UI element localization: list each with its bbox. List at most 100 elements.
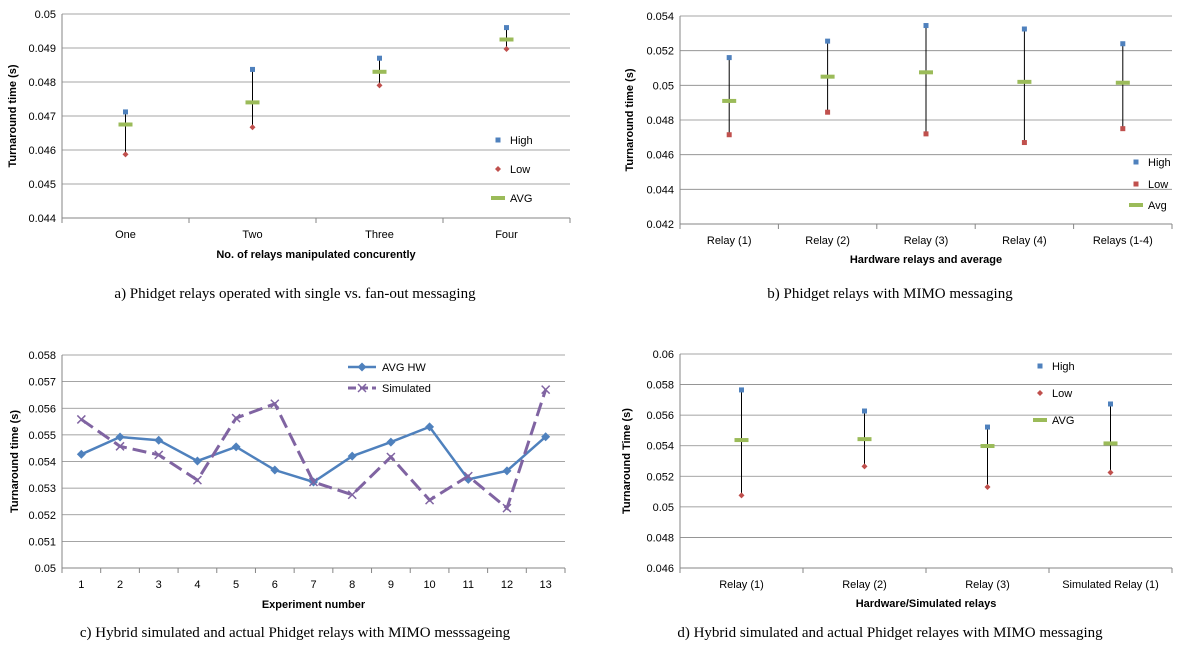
x-tick-label: Relay (3) bbox=[965, 579, 1010, 591]
chart-d-svg: 0.046 0.048 0.05 0.052 0.054 0.056 0.058 0.06 Re… bbox=[621, 349, 1173, 610]
low-point bbox=[825, 109, 831, 115]
high-point bbox=[123, 109, 128, 115]
y-tick-label: 0.044 bbox=[28, 213, 56, 225]
avg-hw-point bbox=[386, 437, 396, 447]
legend-label: Low bbox=[1052, 388, 1072, 400]
x-tick-label: 11 bbox=[463, 579, 474, 591]
legend-marker bbox=[1129, 203, 1143, 207]
avg-hw-point bbox=[270, 465, 280, 475]
x-tick-label: 8 bbox=[349, 579, 355, 591]
x-tick-label: Relay (1) bbox=[719, 579, 764, 591]
y-tick-label: 0.052 bbox=[646, 46, 674, 58]
low-point bbox=[1021, 140, 1027, 146]
avg-marker bbox=[980, 444, 995, 449]
y-tick-label: 0.054 bbox=[646, 11, 674, 23]
x-tick-label: 3 bbox=[156, 579, 162, 591]
legend-marker bbox=[1133, 159, 1139, 165]
legend-label: Avg bbox=[1148, 200, 1167, 212]
y-tick-label: 0.05 bbox=[35, 9, 56, 21]
y-tick-label: 0.046 bbox=[28, 145, 56, 157]
y-tick-label: 0.052 bbox=[28, 510, 56, 522]
x-tick-label: 2 bbox=[117, 579, 123, 591]
x-tick-label: Relay (4) bbox=[1002, 235, 1047, 247]
y-tick-label: 0.045 bbox=[28, 179, 56, 191]
legend-label: AVG bbox=[1052, 415, 1074, 427]
x-tick-label: Relay (1) bbox=[707, 235, 752, 247]
low-point bbox=[726, 132, 732, 138]
avg-marker bbox=[1017, 79, 1032, 84]
legend-marker bbox=[357, 362, 367, 372]
legend-label: High bbox=[1052, 361, 1075, 373]
y-tick-label: 0.06 bbox=[653, 349, 674, 361]
chart-a: 0.044 0.045 0.046 0.047 0.048 0.049 0.05 One Two… bbox=[0, 0, 590, 275]
y-tick-label: 0.048 bbox=[646, 115, 674, 127]
high-point bbox=[985, 424, 990, 430]
high-point bbox=[250, 66, 255, 72]
x-tick-label: Relay (3) bbox=[904, 235, 949, 247]
x-tick-label: Three bbox=[365, 229, 394, 241]
avg-marker bbox=[1115, 80, 1130, 85]
avg-marker bbox=[1103, 441, 1118, 446]
high-point bbox=[1108, 401, 1113, 407]
legend-label: High bbox=[510, 135, 533, 147]
x-tick-label: 13 bbox=[540, 579, 552, 591]
legend-marker bbox=[1133, 181, 1139, 187]
low-point bbox=[249, 124, 256, 131]
avg-hw-point bbox=[347, 451, 357, 461]
avg-hw-point bbox=[425, 422, 435, 432]
simulated-point bbox=[308, 477, 319, 487]
avg-marker bbox=[857, 437, 872, 442]
x-tick-label: 7 bbox=[310, 579, 316, 591]
x-tick-label: Four bbox=[495, 229, 518, 241]
legend-marker bbox=[1037, 363, 1043, 369]
legend-label: AVG HW bbox=[382, 362, 426, 374]
legend-label: Low bbox=[510, 164, 530, 176]
y-tick-label: 0.047 bbox=[28, 111, 56, 123]
y-axis-title: Turnaround time (s) bbox=[9, 410, 21, 513]
y-tick-label: 0.058 bbox=[28, 350, 56, 362]
avg-marker bbox=[118, 122, 133, 127]
y-tick-label: 0.053 bbox=[28, 483, 56, 495]
avg-marker bbox=[499, 37, 514, 42]
low-point bbox=[503, 46, 510, 53]
legend-label: Low bbox=[1148, 179, 1168, 191]
avg-marker bbox=[722, 98, 737, 103]
y-tick-label: 0.046 bbox=[646, 563, 674, 575]
y-tick-label: 0.046 bbox=[646, 150, 674, 162]
y-tick-label: 0.051 bbox=[28, 536, 56, 548]
chart-a-svg: 0.044 0.045 0.046 0.047 0.048 0.049 0.05 One Two… bbox=[7, 9, 571, 261]
low-point bbox=[1107, 469, 1114, 476]
y-tick-label: 0.052 bbox=[646, 471, 674, 483]
x-tick-label: Relay (2) bbox=[842, 579, 887, 591]
y-tick-label: 0.058 bbox=[646, 380, 674, 392]
x-tick-label: 12 bbox=[501, 579, 513, 591]
low-point bbox=[738, 492, 745, 499]
caption-b: b) Phidget relays with MIMO messaging bbox=[767, 286, 1013, 302]
x-tick-label: 4 bbox=[194, 579, 200, 591]
y-tick-label: 0.048 bbox=[28, 77, 56, 89]
avg-hw-point bbox=[541, 432, 551, 442]
simulated-point bbox=[192, 475, 202, 485]
low-point bbox=[122, 151, 129, 158]
avg-marker bbox=[734, 438, 749, 443]
y-tick-label: 0.056 bbox=[646, 410, 674, 422]
legend-label: Simulated bbox=[382, 383, 431, 395]
y-tick-label: 0.049 bbox=[28, 43, 56, 55]
simulated-point bbox=[76, 414, 86, 424]
avg-hw-point bbox=[115, 432, 125, 442]
y-tick-label: 0.054 bbox=[28, 457, 56, 469]
legend-marker bbox=[357, 383, 367, 393]
y-tick-label: 0.056 bbox=[28, 403, 56, 415]
y-tick-label: 0.044 bbox=[646, 184, 674, 196]
avg-marker bbox=[372, 69, 387, 74]
low-point bbox=[923, 131, 929, 137]
x-tick-label: Two bbox=[242, 229, 262, 241]
y-tick-label: 0.05 bbox=[653, 502, 674, 514]
simulated-point bbox=[347, 490, 357, 500]
avg-marker bbox=[820, 74, 835, 79]
y-tick-label: 0.042 bbox=[646, 219, 674, 231]
y-tick-label: 0.05 bbox=[35, 563, 56, 575]
y-tick-label: 0.055 bbox=[28, 430, 56, 442]
caption-d: d) Hybrid simulated and actual Phidget r… bbox=[677, 625, 1103, 641]
low-point bbox=[984, 483, 991, 490]
